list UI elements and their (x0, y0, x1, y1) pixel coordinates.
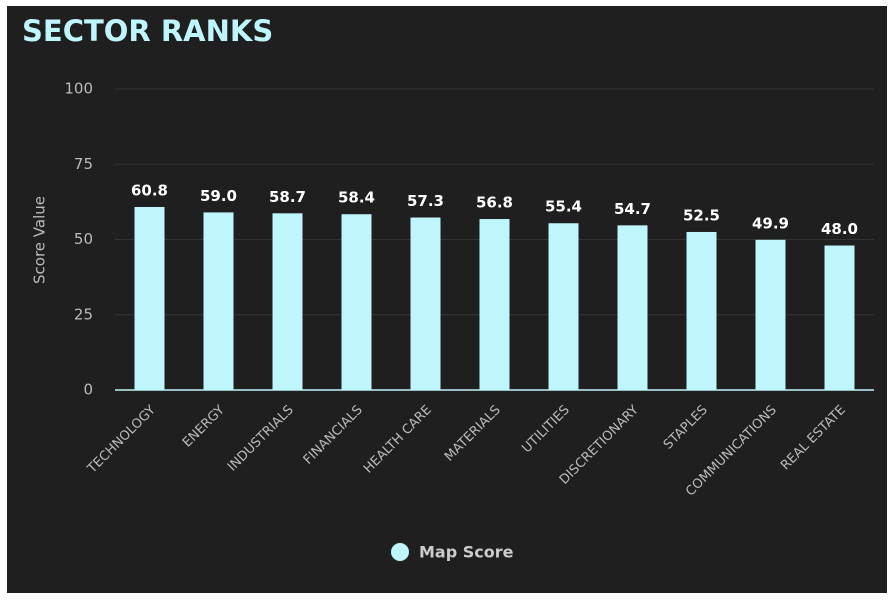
bar (272, 213, 303, 390)
value-label: 58.4 (338, 189, 375, 207)
chart-title: SECTOR RANKS (22, 14, 273, 48)
legend-marker (391, 543, 409, 561)
bar (755, 239, 786, 390)
value-label: 54.7 (614, 200, 651, 218)
bar (410, 217, 441, 390)
y-tick-label: 50 (74, 230, 93, 248)
value-label: 57.3 (407, 192, 444, 210)
y-axis-label: Score Value (31, 196, 49, 284)
bar (617, 225, 648, 390)
y-tick-label: 0 (83, 381, 93, 399)
value-label: 58.7 (269, 188, 306, 206)
bar (203, 212, 234, 390)
value-label: 56.8 (476, 194, 513, 212)
bar (479, 219, 510, 390)
bar (134, 206, 165, 390)
y-tick-label: 75 (74, 155, 93, 173)
value-label: 48.0 (821, 220, 858, 238)
value-label: 59.0 (200, 187, 237, 205)
value-label: 60.8 (131, 181, 168, 199)
y-tick-label: 25 (74, 305, 93, 323)
value-label: 49.9 (752, 214, 789, 232)
bar (548, 223, 579, 390)
value-label: 52.5 (683, 206, 720, 224)
value-label: 55.4 (545, 198, 582, 216)
bar (824, 245, 855, 390)
y-tick-label: 100 (64, 80, 93, 98)
bar (341, 214, 372, 390)
legend-label: Map Score (419, 543, 514, 562)
bar (686, 231, 717, 390)
